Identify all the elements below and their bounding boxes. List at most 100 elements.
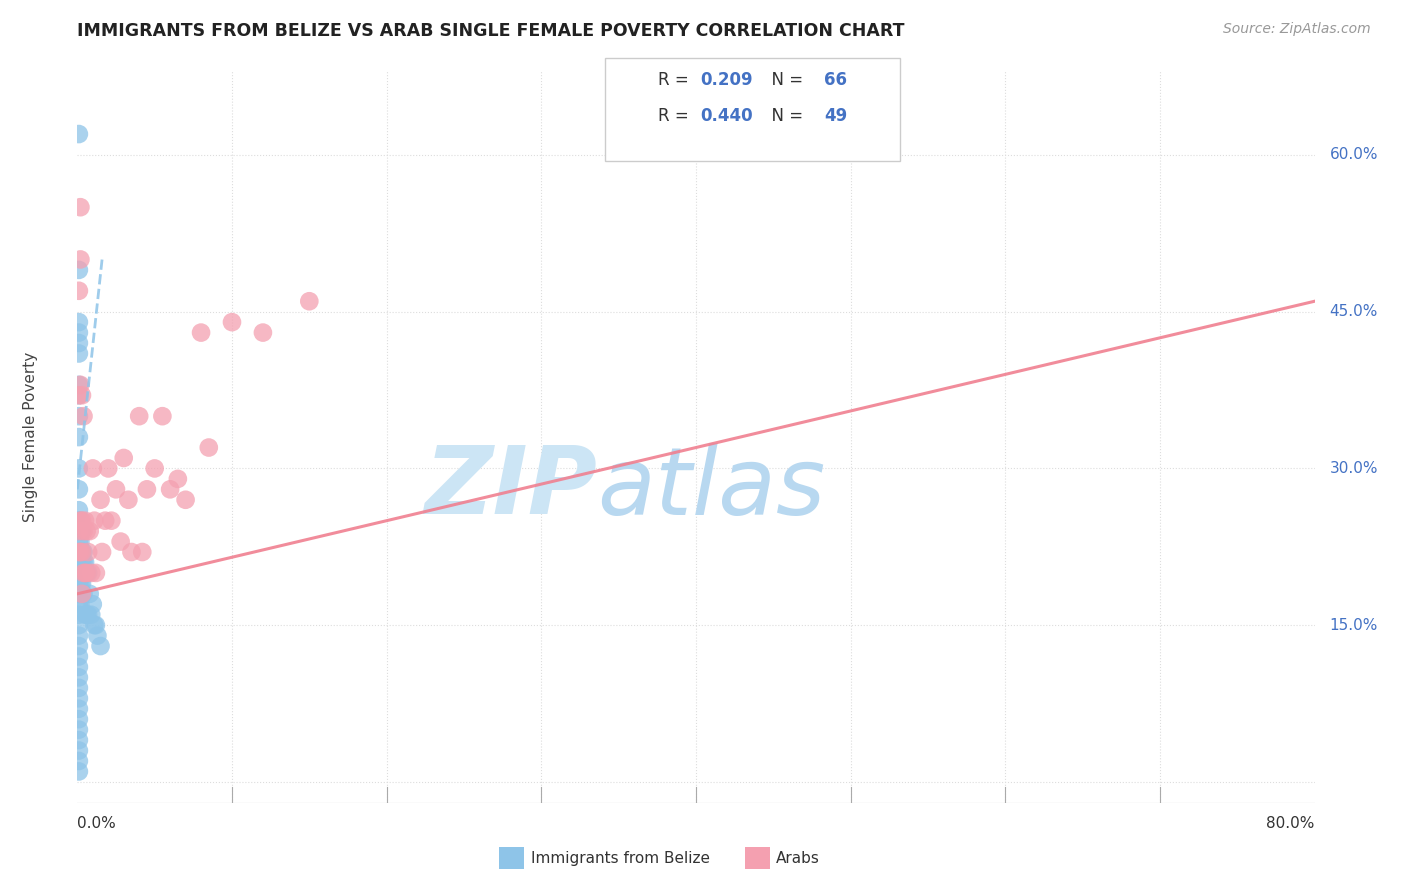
Point [67, 483, 90, 497]
Point [67, 670, 90, 684]
Point [159, 483, 181, 497]
Text: ZIP: ZIP [425, 442, 598, 534]
Text: atlas: atlas [598, 442, 825, 533]
Point [67, 629, 90, 643]
Point [70, 576, 93, 591]
Point [67, 430, 90, 444]
Text: N =: N = [761, 71, 808, 89]
Point [67, 545, 90, 559]
Point [75, 566, 96, 580]
Point [83, 618, 105, 632]
Point [72, 524, 94, 538]
Text: 49: 49 [824, 107, 848, 125]
Text: Source: ZipAtlas.com: Source: ZipAtlas.com [1223, 22, 1371, 37]
Point [69, 545, 91, 559]
Point [152, 409, 174, 424]
Point [67, 326, 90, 340]
Text: IMMIGRANTS FROM BELIZE VS ARAB SINGLE FEMALE POVERTY CORRELATION CHART: IMMIGRANTS FROM BELIZE VS ARAB SINGLE FE… [77, 22, 905, 40]
Point [69, 377, 91, 392]
Point [84, 618, 107, 632]
Point [198, 441, 221, 455]
Point [100, 514, 122, 528]
Point [67, 723, 90, 737]
Point [76, 607, 98, 622]
Text: 0.440: 0.440 [700, 107, 752, 125]
Point [97, 461, 120, 475]
Point [67, 545, 90, 559]
Text: 0.0%: 0.0% [77, 816, 117, 830]
Point [72, 556, 94, 570]
Text: Immigrants from Belize: Immigrants from Belize [531, 851, 710, 865]
Point [94, 514, 117, 528]
Text: N =: N = [761, 107, 808, 125]
Text: R =: R = [658, 71, 695, 89]
Text: 45.0%: 45.0% [1330, 304, 1378, 319]
Point [67, 461, 90, 475]
Point [128, 409, 150, 424]
Point [67, 587, 90, 601]
Point [67, 639, 90, 653]
Point [67, 346, 90, 360]
Point [77, 607, 100, 622]
Point [131, 545, 153, 559]
Point [75, 607, 96, 622]
Point [67, 524, 90, 538]
Text: 80.0%: 80.0% [1267, 816, 1315, 830]
Point [82, 461, 104, 475]
Point [110, 534, 132, 549]
Point [67, 597, 90, 611]
Text: 66: 66 [824, 71, 846, 89]
Point [69, 556, 91, 570]
Point [76, 566, 98, 580]
Point [70, 545, 93, 559]
Point [91, 545, 114, 559]
Point [67, 388, 90, 402]
Point [90, 639, 111, 653]
Point [82, 597, 104, 611]
Point [70, 524, 93, 538]
Text: Arabs: Arabs [776, 851, 820, 865]
Point [70, 566, 93, 580]
Point [67, 524, 90, 538]
Point [67, 681, 90, 695]
Point [76, 566, 98, 580]
Point [84, 566, 107, 580]
Point [72, 409, 94, 424]
Point [69, 514, 91, 528]
Point [83, 514, 105, 528]
Point [75, 566, 96, 580]
Point [252, 326, 274, 340]
Point [70, 388, 93, 402]
Point [70, 514, 93, 528]
Point [75, 556, 96, 570]
Point [190, 326, 212, 340]
Point [67, 691, 90, 706]
Point [67, 377, 90, 392]
Point [72, 566, 94, 580]
Point [67, 576, 90, 591]
Text: Single Female Poverty: Single Female Poverty [22, 352, 38, 522]
Point [174, 492, 197, 507]
Point [298, 294, 321, 309]
Text: 0.209: 0.209 [700, 71, 752, 89]
Point [77, 566, 100, 580]
Text: R =: R = [658, 107, 695, 125]
Point [67, 712, 90, 726]
Point [69, 252, 91, 267]
Point [105, 483, 127, 497]
Point [76, 524, 98, 538]
Point [67, 127, 90, 141]
Point [69, 200, 91, 214]
Point [77, 545, 100, 559]
Point [86, 629, 108, 643]
Point [70, 587, 93, 601]
Point [75, 514, 96, 528]
Point [70, 545, 93, 559]
Text: 60.0%: 60.0% [1330, 147, 1378, 162]
Point [69, 514, 91, 528]
Point [67, 503, 90, 517]
Point [67, 733, 90, 747]
Point [69, 534, 91, 549]
Point [221, 315, 243, 329]
Point [167, 472, 190, 486]
